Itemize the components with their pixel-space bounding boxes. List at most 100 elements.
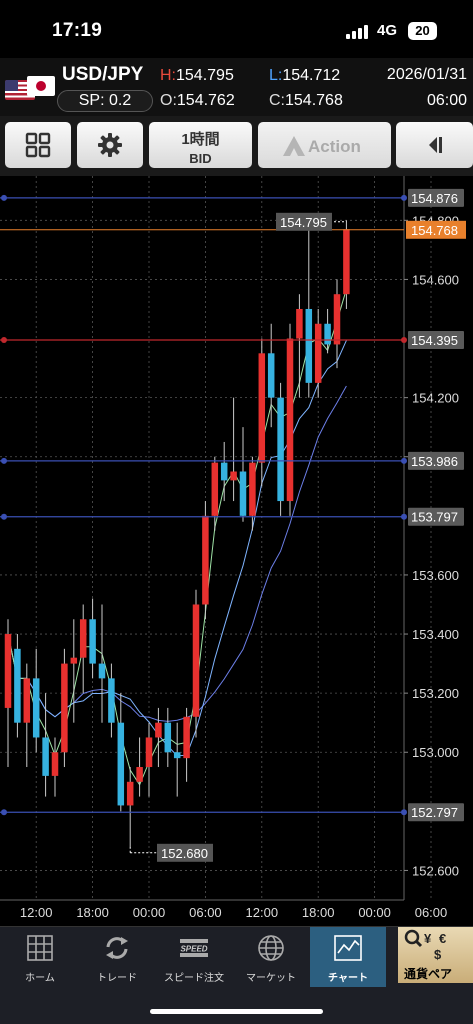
candle-body (239, 471, 247, 516)
candle-body (333, 294, 341, 345)
price-level-handle (1, 337, 7, 344)
nav-currency-pair[interactable]: ¥ € $ 通貨ペア (398, 927, 473, 983)
home-indicator[interactable] (150, 1009, 323, 1014)
globe-icon (258, 935, 284, 961)
price-level-label: 152.797 (411, 805, 458, 820)
low-marker-label: 152.680 (161, 846, 208, 861)
chart-toolbar: 1時間 BID Action (0, 116, 473, 176)
currency-pair[interactable]: USD/JPY (62, 64, 144, 85)
y-tick-label: 153.000 (412, 745, 459, 760)
candle-body (314, 323, 322, 383)
candle-body (136, 767, 143, 782)
current-price-tag (406, 220, 466, 239)
moving-average-slow (7, 385, 347, 722)
price-level-handle (401, 337, 407, 344)
candle-body (249, 462, 256, 516)
open-price: O:154.762 (160, 92, 235, 109)
speed-icon: SPEED (180, 939, 208, 957)
svg-text:$: $ (434, 947, 442, 962)
candle-body (343, 229, 350, 295)
close-price: C:154.768 (269, 92, 343, 109)
low-marker-tag (157, 843, 213, 862)
low-price: L:154.712 (269, 67, 341, 84)
candle-body (183, 716, 190, 759)
candle-body (286, 338, 294, 502)
collapse-panel-button[interactable] (396, 122, 473, 168)
candle-body (126, 781, 134, 806)
price-chart[interactable]: 154.800154.600154.200154.000153.600153.4… (0, 176, 473, 926)
nav-trade[interactable]: トレード (79, 927, 155, 987)
candle-body (145, 737, 153, 768)
x-tick-label: 12:00 (246, 905, 279, 920)
candle-body (211, 462, 219, 516)
candle-body (164, 722, 172, 753)
price-level-handle (401, 194, 407, 201)
status-time: 17:19 (52, 20, 103, 41)
x-tick-label: 18:00 (76, 905, 109, 920)
x-tick-label: 06:00 (189, 905, 222, 920)
trade-arrows-icon (106, 937, 128, 959)
nav-speed-order[interactable]: SPEED スピード注文 (156, 927, 232, 987)
x-tick-label: 12:00 (20, 905, 53, 920)
collapse-left-icon (428, 137, 442, 153)
candle-body (296, 308, 303, 339)
candle-body (305, 308, 313, 383)
signal-icon (346, 25, 370, 39)
candle-body (267, 353, 275, 398)
candle-body (220, 462, 228, 481)
candle-body (155, 722, 162, 738)
layout-button[interactable] (5, 122, 71, 168)
price-level-label: 154.395 (411, 333, 458, 348)
usd-jpy-flag-icon (5, 76, 55, 102)
candle-body (108, 678, 115, 723)
price-level-handle (1, 457, 7, 464)
candle-body (23, 678, 31, 723)
price-level-handle (1, 809, 7, 816)
spread-badge: SP: 0.2 (57, 90, 153, 112)
candle-body (324, 323, 331, 345)
price-level-handle (401, 457, 407, 464)
quote-time: 06:00 (426, 92, 467, 109)
candle-body (4, 634, 12, 708)
candle-body (79, 619, 87, 658)
timeframe-button[interactable]: 1時間 BID (149, 122, 252, 168)
svg-text:€: € (439, 931, 446, 946)
candle-body (258, 353, 266, 463)
nav-market[interactable]: マーケット (233, 927, 309, 987)
candle-body (202, 515, 209, 605)
price-level-tag (408, 188, 464, 207)
price-level-handle (401, 809, 407, 816)
settings-button[interactable] (77, 122, 143, 168)
timeframe-label: 1時間 (181, 131, 220, 148)
price-level-handle (401, 513, 407, 520)
action-button[interactable]: Action (258, 122, 391, 168)
price-type-label: BID (189, 151, 212, 166)
svg-text:SPEED: SPEED (180, 945, 207, 954)
quote-header[interactable]: USD/JPY SP: 0.2 H:154.795 L:154.712 O:15… (0, 58, 473, 116)
nav-home[interactable]: ホーム (2, 927, 78, 987)
action-logo-icon (283, 136, 305, 156)
high-price: H:154.795 (160, 67, 234, 84)
network-type: 4G (377, 22, 398, 39)
price-level-label: 153.986 (411, 454, 458, 469)
candle-body (277, 397, 284, 502)
y-tick-label: 153.600 (412, 568, 459, 583)
candle-body (51, 752, 59, 776)
quote-date: 2026/01/31 (386, 66, 467, 83)
current-price-label: 154.768 (411, 223, 458, 238)
candle-body (70, 657, 78, 664)
price-level-tag (408, 331, 464, 350)
currency-icon: ¥ € $ (404, 929, 446, 962)
y-tick-label: 153.400 (412, 627, 459, 642)
price-level-tag (408, 451, 464, 470)
nav-chart[interactable]: チャート (310, 927, 386, 987)
price-level-tag (408, 803, 464, 822)
moving-average-mid (7, 340, 347, 757)
x-tick-label: 18:00 (302, 905, 335, 920)
gear-icon (98, 133, 122, 157)
candle-body (42, 737, 49, 776)
action-label: Action (308, 137, 361, 156)
y-tick-label: 154.200 (412, 391, 459, 406)
candle-body (192, 604, 200, 717)
price-level-tag (408, 507, 464, 526)
